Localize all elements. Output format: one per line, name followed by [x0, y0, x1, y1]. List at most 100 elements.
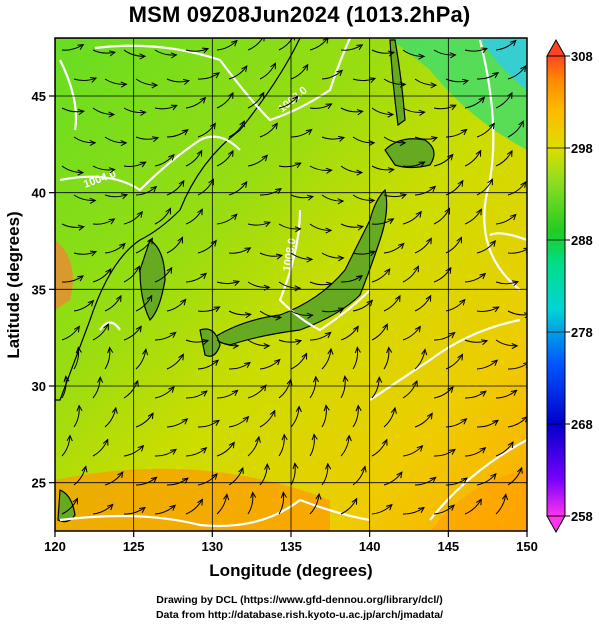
streamline-arrowhead	[108, 218, 116, 225]
streamline	[92, 268, 112, 283]
streamline-arrowhead	[147, 412, 154, 420]
streamline-arrowhead	[511, 280, 520, 287]
contour-line	[99, 321, 121, 331]
streamline	[371, 377, 380, 399]
streamline	[278, 281, 301, 289]
streamline-arrowhead	[356, 109, 364, 116]
korea-outline	[139, 239, 166, 322]
streamline-arrowhead	[105, 268, 112, 276]
streamline	[92, 218, 115, 225]
streamline-arrowhead	[178, 179, 185, 187]
streamline	[73, 405, 80, 428]
streamline	[290, 64, 309, 80]
streamline-arrowhead	[381, 438, 388, 446]
streamline	[321, 348, 332, 370]
streamline-arrowhead	[325, 167, 333, 174]
streamline	[309, 332, 332, 341]
colorbar-gradient	[546, 55, 566, 517]
x-axis-ticks: 120 125 130 135 140 145 150	[44, 531, 538, 554]
streamline-arrowhead	[213, 419, 220, 426]
streamline	[278, 492, 285, 515]
streamline-arrowhead	[356, 44, 364, 51]
y-axis-ticks: 25 30 35 40 45	[32, 89, 55, 491]
streamline	[135, 412, 154, 428]
streamline	[61, 498, 78, 515]
streamline-arrowhead	[238, 466, 244, 474]
x-tick-label: 120	[44, 539, 66, 554]
streamline	[290, 463, 296, 486]
streamline	[259, 310, 282, 319]
streamline-arrowhead	[479, 272, 487, 280]
streamline-arrowhead	[342, 375, 349, 383]
streamline-arrowhead	[325, 227, 333, 234]
streamline	[185, 390, 208, 399]
streamline	[495, 214, 517, 225]
streamline	[402, 326, 421, 341]
colorbar: 258 268 278 288 298 308	[546, 38, 593, 534]
streamline	[92, 439, 109, 457]
streamline	[228, 310, 251, 316]
streamline-arrowhead	[511, 343, 519, 350]
streamline-arrowhead	[426, 237, 432, 245]
streamline-arrowhead	[200, 390, 208, 397]
streamline-arrowhead	[507, 441, 514, 449]
streamline	[340, 435, 350, 457]
streamline	[383, 243, 405, 254]
streamline	[340, 223, 363, 228]
streamline-arrowhead	[270, 62, 276, 70]
streamline-arrowhead	[139, 53, 147, 60]
streamline	[259, 252, 283, 257]
streamline-arrowhead	[230, 213, 238, 221]
streamline	[216, 213, 238, 225]
streamline-arrowhead	[134, 265, 140, 273]
streamline-arrowhead	[302, 63, 309, 71]
streamline-arrowhead	[117, 471, 124, 479]
streamline-arrowhead	[418, 161, 426, 168]
streamline-arrowhead	[311, 433, 318, 441]
streamline-arrowhead	[199, 96, 207, 104]
contour-label: 1008.0	[281, 237, 299, 272]
streamline	[340, 165, 363, 174]
streamline-arrowhead	[387, 111, 395, 118]
streamline	[228, 120, 245, 138]
streamline	[507, 248, 527, 254]
streamline	[371, 218, 394, 225]
streamline-arrowhead	[523, 247, 527, 254]
colorbar-min-arrow	[546, 515, 566, 534]
streamline	[309, 103, 332, 109]
streamline-arrowhead	[456, 236, 463, 244]
streamline	[216, 339, 239, 347]
page-title: MSM 09Z08Jun2024 (1013.2hPa)	[128, 2, 471, 27]
streamline	[445, 299, 466, 312]
streamline	[247, 38, 264, 51]
streamline-arrowhead	[418, 109, 426, 116]
streamline	[166, 78, 190, 83]
streamline-arrowhead	[323, 404, 330, 412]
streamline-arrowhead	[479, 390, 487, 397]
streamline-arrowhead	[135, 325, 142, 333]
streamline	[507, 65, 527, 80]
streamline-arrowhead	[368, 250, 376, 257]
streamline-arrowhead	[197, 498, 203, 506]
streamline	[61, 435, 71, 457]
streamline-arrowhead	[181, 418, 189, 425]
streamline	[123, 107, 146, 114]
streamline	[309, 223, 332, 231]
streamline	[321, 463, 329, 486]
streamline-arrowhead	[492, 419, 499, 426]
y-tick-label: 45	[32, 89, 46, 104]
streamline	[135, 136, 159, 140]
streamline	[166, 237, 183, 254]
contour-line	[429, 439, 527, 521]
streamline	[216, 442, 235, 457]
streamline	[123, 380, 139, 399]
streamline	[476, 306, 499, 312]
streamline-arrowhead	[139, 161, 147, 168]
streamline	[383, 136, 406, 144]
streamline	[464, 273, 486, 283]
streamline-arrowhead	[449, 52, 457, 59]
streamline	[507, 416, 527, 428]
streamline	[402, 507, 425, 515]
streamline-arrowhead	[146, 294, 153, 302]
